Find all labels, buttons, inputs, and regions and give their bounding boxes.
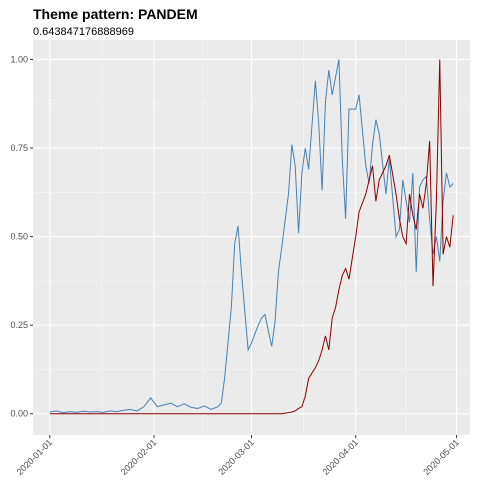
x-tick-label: 2020-05-01 [421, 437, 461, 477]
x-tick-label: 2020-02-01 [119, 437, 159, 477]
chart-subtitle: 0.643847176888969 [33, 26, 134, 38]
chart-title: Theme pattern: PANDEM [33, 6, 198, 22]
y-tick-label: 1.00 [10, 54, 28, 64]
y-tick-label: 0.00 [10, 409, 28, 419]
y-tick-label: 0.50 [10, 232, 28, 242]
line [49, 59, 454, 415]
x-tick-label: 2020-04-01 [320, 437, 360, 477]
x-tick-label: 2020-01-01 [15, 437, 55, 477]
y-tick-label: 0.25 [10, 320, 28, 330]
line [49, 59, 454, 414]
x-tick-label: 2020-03-01 [216, 437, 256, 477]
y-tick-label: 0.75 [10, 143, 28, 153]
